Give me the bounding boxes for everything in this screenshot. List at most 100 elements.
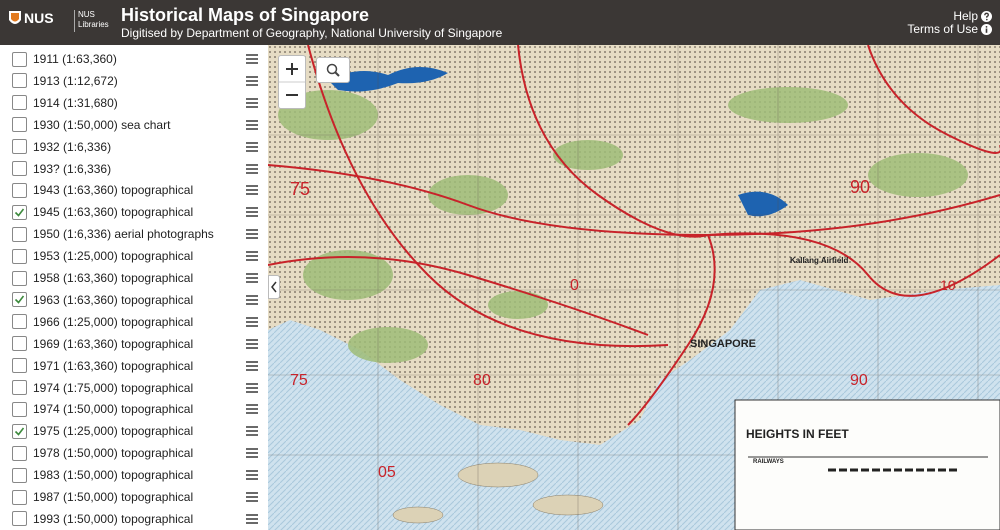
checkbox[interactable] (12, 401, 27, 417)
layer-menu[interactable] (246, 404, 258, 415)
layer-menu[interactable] (246, 207, 258, 218)
checkbox[interactable] (12, 511, 27, 527)
layer-menu[interactable] (246, 185, 258, 196)
layer-row[interactable]: 1953 (1:25,000) topographical (0, 245, 268, 267)
layer-row[interactable]: 1963 (1:63,360) topographical (0, 289, 268, 311)
terms-link[interactable]: Terms of Use (907, 22, 992, 36)
checkmark-path (14, 295, 25, 305)
layer-menu[interactable] (246, 448, 258, 458)
map-label: 10 (940, 277, 956, 293)
layer-menu[interactable] (246, 97, 258, 108)
layer-label: 1966 (1:25,000) topographical (33, 314, 194, 329)
checkbox[interactable] (12, 226, 27, 242)
layer-row[interactable]: 1958 (1:63,360) topographical (0, 267, 268, 289)
checkmark (14, 208, 25, 217)
checkbox[interactable] (12, 204, 27, 220)
layer-row[interactable]: 1975 (1:25,000) topographical (0, 420, 268, 442)
layer-row[interactable]: 1987 (1:50,000) topographical (0, 486, 268, 508)
help-text[interactable]: Help (953, 9, 978, 23)
layer-menu[interactable] (246, 295, 258, 305)
layer-row[interactable]: 1913 (1:12,672) (0, 70, 268, 92)
layer-label: 1930 (1:50,000) sea chart (33, 117, 171, 132)
map-image[interactable]: 75 90 0 10 75 80 90 05 SINGAPORE Kallang Airfield… (268, 45, 1000, 530)
layer-label: 193? (1:6,336) (33, 161, 112, 176)
layer-row[interactable]: 1950 (1:6,336) aerial photographs (0, 223, 268, 245)
checkmark-path (14, 427, 25, 436)
checkbox[interactable] (12, 51, 27, 67)
checkbox[interactable] (12, 489, 27, 505)
layer-row[interactable]: 1911 (1:63,360) (0, 48, 268, 70)
map[interactable]: 75 90 0 10 75 80 90 05 SINGAPORE Kallang Airfield… (268, 45, 1000, 530)
layer-row[interactable]: 1983 (1:50,000) topographical (0, 464, 268, 486)
checkbox[interactable] (12, 95, 27, 111)
layer-label: 1969 (1:63,360) topographical (33, 336, 194, 351)
layer-menu[interactable] (246, 273, 258, 283)
layer-row[interactable]: 1969 (1:63,360) topographical (0, 333, 268, 355)
layer-menu[interactable] (246, 470, 258, 480)
layer-row[interactable]: 1974 (1:50,000) topographical (0, 398, 268, 420)
checkbox[interactable] (12, 248, 27, 264)
layer-label: 1971 (1:63,360) topographical (33, 358, 194, 373)
layer-menu[interactable] (246, 251, 258, 261)
layer-menu[interactable] (246, 382, 258, 393)
checkbox[interactable] (12, 161, 27, 176)
layer-row[interactable]: 1974 (1:75,000) topographical (0, 377, 268, 399)
layer-label: 1974 (1:75,000) topographical (33, 380, 194, 395)
layer-label: 1911 (1:63,360) (33, 52, 117, 66)
layer-menu[interactable] (246, 76, 258, 86)
map-label: 90 (850, 372, 868, 389)
layer-menu[interactable] (246, 426, 258, 437)
help-link[interactable]: Help (953, 9, 992, 23)
layer-label: 1978 (1:50,000) topographical (33, 446, 194, 461)
layer-menu[interactable] (246, 163, 258, 174)
layer-menu[interactable] (246, 229, 258, 239)
checkbox[interactable] (12, 270, 27, 286)
layer-row[interactable]: 1932 (1:6,336) (0, 136, 268, 158)
checkbox[interactable] (12, 380, 27, 395)
logo-text: NUS (24, 10, 54, 26)
layer-row[interactable]: 1966 (1:25,000) topographical (0, 311, 268, 333)
checkbox[interactable] (12, 445, 27, 461)
layer-label: 1943 (1:63,360) topographical (33, 183, 194, 198)
zoom-icons (279, 63, 305, 96)
layer-label: 1958 (1:63,360) topographical (33, 271, 194, 285)
layer-row[interactable]: 1971 (1:63,360) topographical (0, 355, 268, 377)
layer-menu[interactable] (246, 119, 258, 130)
layer-label: 1950 (1:6,336) aerial photographs (33, 227, 214, 242)
layer-row[interactable]: 1978 (1:50,000) topographical (0, 442, 268, 464)
search-button[interactable] (316, 57, 350, 83)
layer-menu[interactable] (246, 514, 258, 524)
layer-menu[interactable] (246, 141, 258, 152)
layer-label: 1993 (1:50,000) topographical (33, 511, 194, 526)
map-label: 75 (290, 372, 308, 389)
checkbox[interactable] (12, 336, 27, 352)
layer-menu[interactable] (246, 338, 258, 349)
checkbox[interactable] (12, 423, 27, 439)
terms-text[interactable]: Terms of Use (907, 22, 978, 36)
layer-menu[interactable] (246, 360, 258, 371)
checkbox[interactable] (12, 117, 27, 133)
checkbox[interactable] (12, 73, 27, 89)
checkbox[interactable] (12, 139, 27, 155)
checkbox[interactable] (12, 292, 27, 308)
layer-row[interactable]: 1943 (1:63,360) topographical (0, 179, 268, 201)
layer-label: 1987 (1:50,000) topographical (33, 490, 194, 504)
layer-menu[interactable] (246, 316, 258, 327)
map-label: 80 (473, 372, 491, 389)
checkbox[interactable] (12, 182, 27, 198)
layer-row[interactable]: 193? (1:6,336) (0, 158, 268, 180)
checkmark-path (14, 208, 25, 217)
layer-row[interactable]: 1914 (1:31,680) (0, 92, 268, 114)
map-label: 05 (378, 464, 396, 481)
layer-menu[interactable] (246, 54, 258, 64)
layer-row[interactable]: 1945 (1:63,360) topographical (0, 201, 268, 223)
layer-menu[interactable] (246, 492, 258, 502)
checkbox[interactable] (12, 314, 27, 330)
layer-row[interactable]: 1930 (1:50,000) sea chart (0, 114, 268, 136)
checkmark (14, 295, 25, 305)
collapse-button[interactable] (268, 275, 280, 299)
checkbox[interactable] (12, 358, 27, 374)
checkbox[interactable] (12, 467, 27, 483)
layer-row[interactable]: 1993 (1:50,000) topographical (0, 508, 268, 530)
